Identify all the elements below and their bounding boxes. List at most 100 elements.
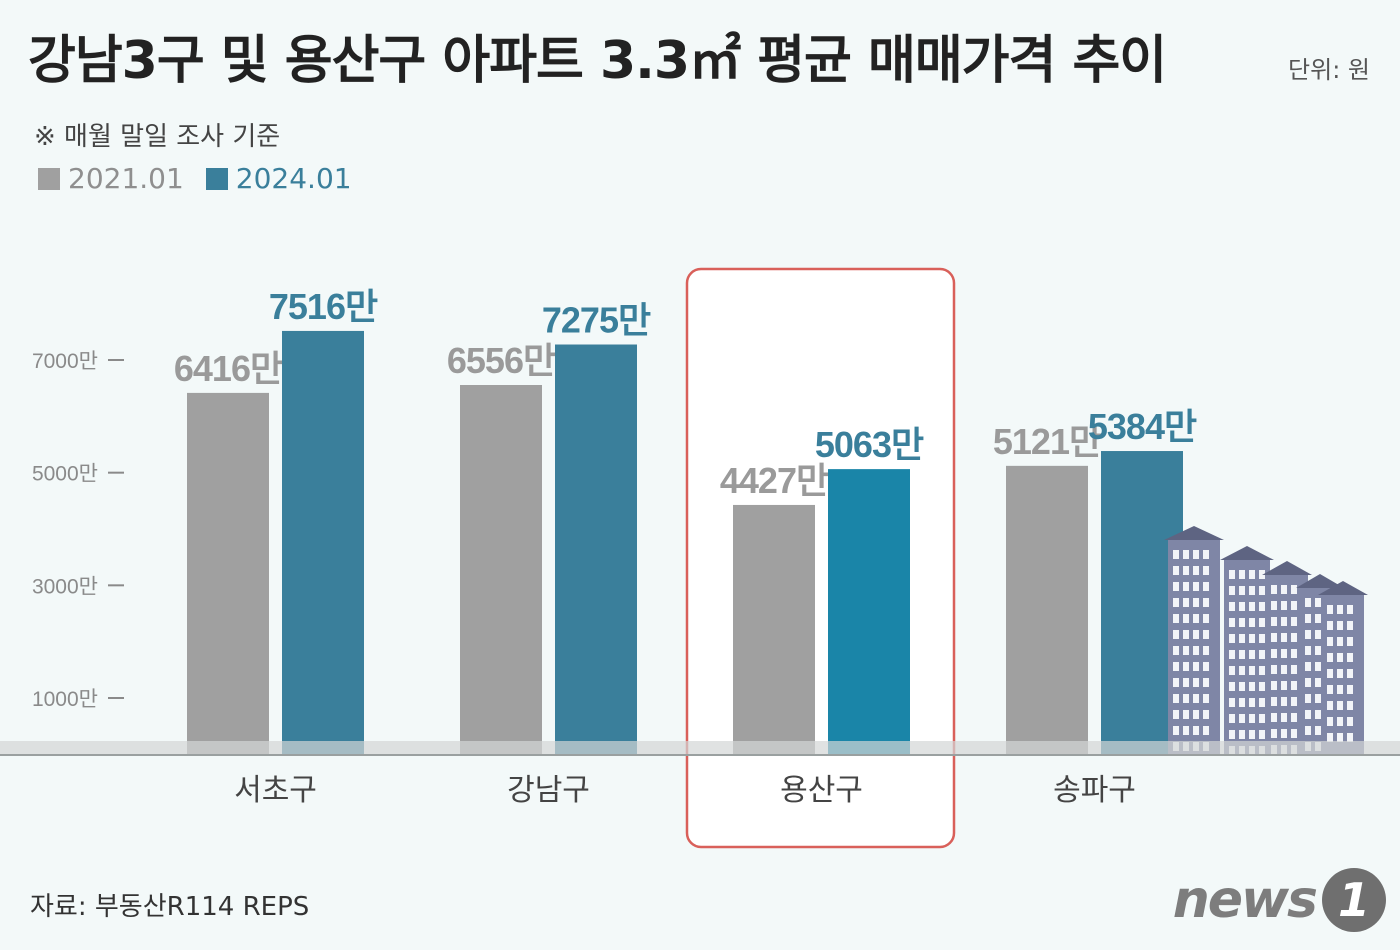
building-window	[1173, 662, 1179, 671]
building-window	[1239, 698, 1245, 707]
building-window	[1337, 653, 1343, 662]
x-category-label: 송파구	[1053, 773, 1136, 808]
building-window	[1281, 681, 1287, 690]
building-window	[1229, 570, 1235, 579]
building-window	[1183, 566, 1189, 575]
building-window	[1249, 634, 1255, 643]
building-window	[1239, 666, 1245, 675]
building-window	[1173, 582, 1179, 591]
building-window	[1249, 586, 1255, 595]
building-window	[1347, 605, 1353, 614]
building-window	[1305, 678, 1311, 687]
building-window	[1327, 605, 1333, 614]
building-window	[1327, 669, 1333, 678]
building-window	[1271, 585, 1277, 594]
building-window	[1193, 614, 1199, 623]
y-tick-label: 3000만	[32, 575, 98, 598]
survey-note: ※ 매월 말일 조사 기준	[34, 122, 281, 152]
building-window	[1173, 726, 1179, 735]
building-window	[1259, 666, 1265, 675]
building-window	[1291, 681, 1297, 690]
building-window	[1249, 666, 1255, 675]
legend-item-2021: 2021.01	[38, 162, 184, 195]
building-window	[1271, 649, 1277, 658]
building-roof	[1296, 574, 1344, 588]
building-window	[1183, 582, 1189, 591]
building-window	[1347, 717, 1353, 726]
data-label: 5384만	[1088, 406, 1197, 447]
building-window	[1315, 662, 1321, 671]
building-window	[1327, 637, 1333, 646]
building-window	[1281, 713, 1287, 722]
building-window	[1239, 586, 1245, 595]
building-window	[1305, 630, 1311, 639]
building-window	[1239, 618, 1245, 627]
building-window	[1203, 646, 1209, 655]
building-window	[1315, 710, 1321, 719]
building-window	[1315, 614, 1321, 623]
building-window	[1337, 701, 1343, 710]
source-note: 자료: 부동산R114 REPS	[30, 892, 310, 922]
bar-2021.01-용산구	[733, 504, 815, 755]
building-window	[1315, 694, 1321, 703]
building-window	[1229, 634, 1235, 643]
building-window	[1239, 634, 1245, 643]
building-window	[1347, 653, 1353, 662]
x-category-label: 서초구	[234, 773, 317, 808]
building-window	[1183, 598, 1189, 607]
building-window	[1239, 714, 1245, 723]
building-window	[1291, 601, 1297, 610]
building-window	[1327, 621, 1333, 630]
building-window	[1193, 710, 1199, 719]
building-window	[1173, 646, 1179, 655]
building-window	[1291, 649, 1297, 658]
bar-2021.01-강남구	[460, 385, 542, 755]
building-window	[1193, 630, 1199, 639]
x-category-label: 용산구	[780, 773, 863, 808]
building-window	[1229, 698, 1235, 707]
building-window	[1239, 650, 1245, 659]
building-window	[1249, 698, 1255, 707]
building-window	[1315, 598, 1321, 607]
building-window	[1249, 570, 1255, 579]
legend-label-2024: 2024.01	[235, 162, 352, 195]
building-window	[1291, 729, 1297, 738]
building-window	[1305, 646, 1311, 655]
building-window	[1173, 694, 1179, 703]
building-window	[1315, 678, 1321, 687]
building-window	[1183, 710, 1189, 719]
data-label: 5121만	[993, 421, 1102, 462]
building-window	[1281, 729, 1287, 738]
building-window	[1229, 650, 1235, 659]
building-window	[1259, 650, 1265, 659]
bar-2021.01-송파구	[1006, 465, 1088, 755]
building-window	[1183, 694, 1189, 703]
building-window	[1305, 662, 1311, 671]
building-window	[1327, 733, 1333, 742]
building-window	[1271, 713, 1277, 722]
building-window	[1271, 697, 1277, 706]
building-window	[1281, 665, 1287, 674]
building-window	[1281, 633, 1287, 642]
legend-item-2024: 2024.01	[205, 162, 352, 195]
building-window	[1271, 601, 1277, 610]
building-window	[1249, 618, 1255, 627]
building-window	[1291, 713, 1297, 722]
building-window	[1259, 586, 1265, 595]
building-window	[1193, 582, 1199, 591]
building-window	[1337, 717, 1343, 726]
building-window	[1315, 646, 1321, 655]
building-window	[1305, 726, 1311, 735]
building-window	[1271, 633, 1277, 642]
logo-badge: 1	[1322, 868, 1386, 932]
building-window	[1203, 614, 1209, 623]
legend: 2021.01 2024.01	[38, 162, 352, 195]
building-window	[1173, 598, 1179, 607]
building-window	[1327, 717, 1333, 726]
building-window	[1337, 669, 1343, 678]
unit-label: 단위: 원	[1288, 56, 1370, 84]
building-window	[1337, 637, 1343, 646]
building-window	[1259, 714, 1265, 723]
building-window	[1271, 617, 1277, 626]
building-window	[1203, 582, 1209, 591]
